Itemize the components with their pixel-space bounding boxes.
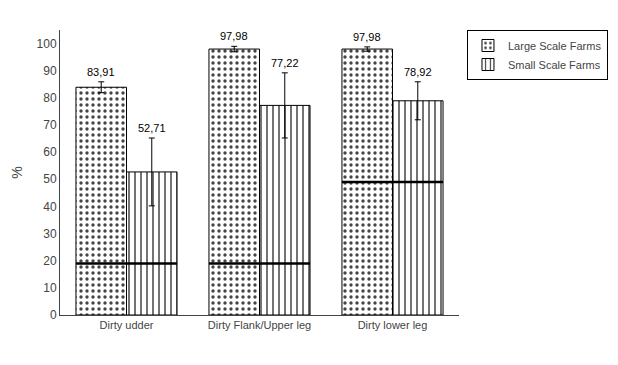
svg-text:Large Scale Farms: Large Scale Farms <box>508 40 601 52</box>
svg-text:100: 100 <box>37 37 57 51</box>
svg-text:80: 80 <box>43 91 57 105</box>
svg-text:Dirty lower leg: Dirty lower leg <box>358 319 428 331</box>
svg-text:40: 40 <box>43 200 57 214</box>
svg-text:20: 20 <box>43 254 57 268</box>
svg-text:Dirty udder: Dirty udder <box>100 319 154 331</box>
svg-text:10: 10 <box>43 281 57 295</box>
svg-text:78,92: 78,92 <box>404 66 432 78</box>
svg-text:50: 50 <box>43 172 57 186</box>
svg-text:97,98: 97,98 <box>220 30 248 42</box>
svg-text:0: 0 <box>50 308 57 322</box>
svg-text:90: 90 <box>43 64 57 78</box>
svg-text:83,91: 83,91 <box>87 66 115 78</box>
svg-text:70: 70 <box>43 118 57 132</box>
svg-text:%: % <box>9 166 25 178</box>
svg-text:60: 60 <box>43 145 57 159</box>
svg-text:30: 30 <box>43 227 57 241</box>
svg-text:Dirty Flank/Upper leg: Dirty Flank/Upper leg <box>208 319 311 331</box>
svg-text:52,71: 52,71 <box>138 122 166 134</box>
svg-text:77,22: 77,22 <box>271 57 299 69</box>
svg-text:Small Scale Farms: Small Scale Farms <box>508 59 601 71</box>
svg-text:97,98: 97,98 <box>353 31 381 43</box>
